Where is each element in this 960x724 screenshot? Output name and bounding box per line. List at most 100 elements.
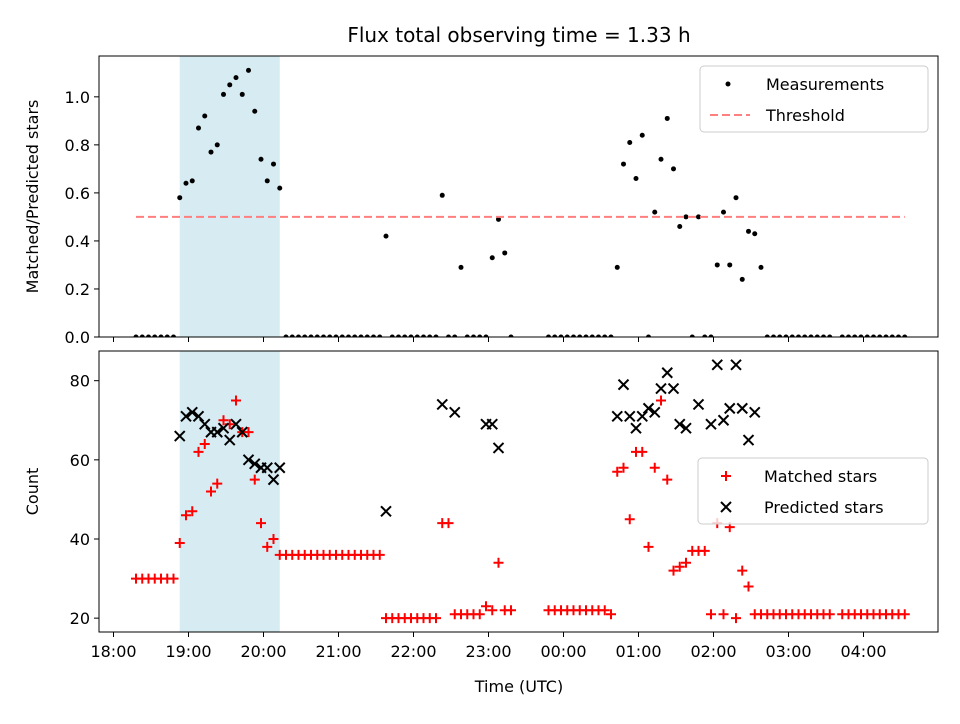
data-point [677,224,683,230]
data-point [733,195,739,201]
data-point [380,505,392,517]
data-point [274,462,286,474]
data-point [252,108,258,114]
data-point [814,334,820,337]
data-point [471,334,476,337]
data-point [758,264,764,270]
data-point [731,613,741,624]
data-point [877,334,883,337]
legend-label: Predicted stars [764,498,884,517]
data-point [214,142,220,148]
data-point [439,192,445,198]
data-point [217,422,230,434]
data-point [339,334,345,337]
data-point [242,454,255,466]
x-axis-label: Time (UTC) [474,677,563,696]
data-point [458,264,464,270]
data-point [727,262,733,268]
y-tick-label: 1.0 [65,88,90,107]
data-point [506,605,516,616]
legend-label: Measurements [766,75,884,94]
data-point [262,541,273,552]
legend: Matched stars Predicted stars [697,457,929,525]
data-point [571,334,576,337]
y-tick-label: 0.6 [65,184,90,203]
x-tick-label: 02:00 [690,642,736,661]
data-point [258,156,264,162]
y-tick-label: 0.0 [65,328,90,347]
data-point [174,537,185,548]
plot-data [133,67,908,337]
data-point [427,334,433,337]
x-tick-label: 23:00 [465,642,511,661]
y-tick-label: 40 [70,530,90,549]
data-point [271,161,276,167]
x-tick-label: 01:00 [615,642,661,661]
data-point [839,334,845,337]
data-point [796,334,801,337]
data-point [261,462,273,474]
data-point [249,458,261,470]
x-tick-label: 22:00 [390,642,436,661]
data-point [196,125,201,131]
legend-label: Threshold [765,106,845,125]
data-point [483,334,489,337]
data-point [777,334,783,337]
data-point [206,486,216,497]
data-point [174,430,186,442]
data-point [652,209,658,215]
data-point [668,565,679,576]
data-point [277,185,283,191]
data-point [718,609,729,620]
data-point [443,518,454,529]
data-point [752,231,758,237]
data-point [643,541,654,552]
data-point [661,367,673,379]
chart-title: Flux total observing time = 1.33 h [347,23,690,47]
data-point [624,410,636,423]
data-point [558,334,564,337]
data-point [852,334,858,337]
legend-marker [725,81,731,87]
data-point [630,422,642,434]
data-point [802,334,808,337]
data-point [389,334,395,337]
data-point [256,518,266,529]
data-point [477,334,483,337]
data-point [492,442,505,454]
y-tick-label: 60 [70,451,90,470]
data-point [621,161,626,167]
data-point [743,581,754,592]
data-point [302,334,308,337]
data-point [199,439,210,450]
data-point [289,334,295,337]
data-point [486,418,498,430]
data-point [192,410,205,423]
data-point [396,334,401,337]
data-point [508,334,514,337]
legend-marker [721,471,731,481]
data-point [446,334,451,337]
data-point [171,334,176,337]
data-point [612,466,623,477]
data-point [902,334,908,337]
data-point [699,545,710,556]
data-point [827,334,833,337]
data-point [481,601,491,612]
plot-data [131,359,910,624]
data-point [724,402,736,415]
data-point [496,216,501,222]
data-point [639,132,645,138]
data-point [487,605,498,616]
data-point [187,506,198,517]
data-point [736,402,748,415]
data-point [189,178,195,184]
data-point [714,262,720,268]
data-point [614,264,620,270]
x-tick-label: 18:00 [90,642,136,661]
data-point [637,446,648,457]
data-point [139,334,145,337]
data-point [377,334,383,337]
data-point [268,533,279,544]
data-point [708,334,714,337]
